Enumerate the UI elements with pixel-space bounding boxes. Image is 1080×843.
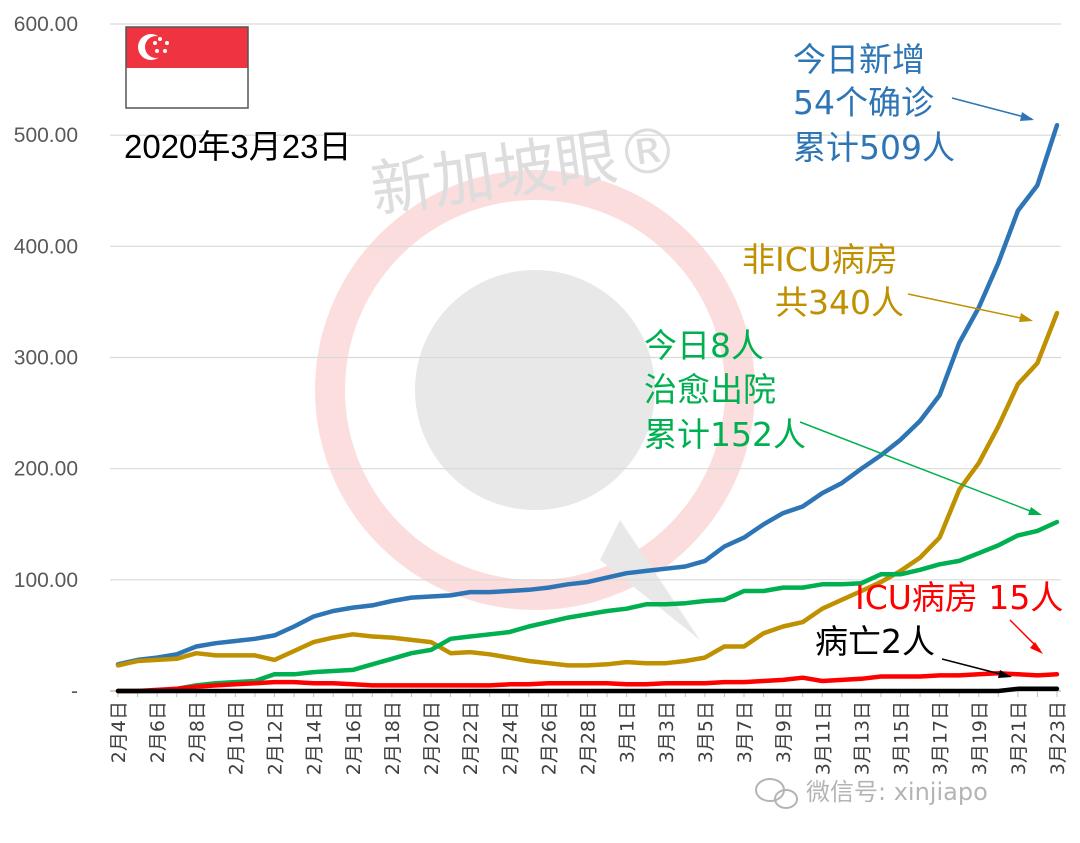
wechat-icon-small (774, 789, 798, 809)
ward-annotation-line2: 共340人 (775, 283, 904, 322)
confirmed-annotation-line3: 累计509人 (793, 128, 955, 167)
x-axis: 2月4日 2月6日 2月8日 2月10日 2月12日 2月14日 2月16日 2月18日 2月2… (108, 690, 1069, 775)
x-tick-label: 3月7日 (734, 701, 756, 763)
x-tick-label: 3月13日 (851, 701, 873, 775)
flag-border (125, 26, 249, 109)
y-tick-label: 100.00 (14, 569, 78, 592)
flag-white-band (126, 68, 248, 108)
x-tick-label: 3月9日 (773, 701, 795, 763)
confirmed-series-line (115, 122, 1060, 667)
x-tick-label: 3月21日 (1008, 701, 1030, 775)
flag-crescent-inner (145, 36, 167, 58)
y-tick-label: 300.00 (14, 347, 78, 370)
discharged-series-line (115, 519, 1060, 694)
x-tick-label: 2月24日 (499, 701, 521, 775)
deaths-series-line (115, 686, 1060, 694)
x-tick-label: 3月23日 (1047, 701, 1069, 775)
x-tick-label: 2月26日 (538, 701, 560, 775)
deaths-arrow (941, 658, 1009, 677)
discharged-annotation-line1: 今日8人 (644, 326, 764, 365)
wechat-watermark: 微信号: xinjiapo (755, 778, 988, 809)
x-tick-label: 3月5日 (695, 701, 717, 763)
x-tick-label: 2月16日 (343, 701, 365, 775)
x-tick-label: 2月6日 (147, 701, 169, 763)
gridlines (110, 23, 1061, 581)
icu-series-line (115, 670, 1060, 694)
y-tick-label: 500.00 (14, 124, 78, 147)
x-tick-label: 3月19日 (969, 701, 991, 775)
x-tick-label: 2月18日 (382, 701, 404, 775)
flag-star (163, 49, 167, 53)
x-tick-label: 2月8日 (186, 701, 208, 763)
ward-arrow (907, 293, 1031, 321)
singapore-flag (125, 26, 249, 109)
y-tick-label: 200.00 (14, 458, 78, 481)
ward-arrowhead (1019, 313, 1033, 322)
x-tick-label: 2月4日 (108, 701, 130, 763)
y-tick-label: - (71, 680, 78, 703)
x-tick-label: 2月20日 (421, 701, 443, 775)
x-tick-label: 3月11日 (812, 701, 834, 775)
x-tick-label: 3月17日 (930, 701, 952, 775)
date-label: 2020年3月23日 (124, 128, 351, 165)
x-tick-label: 3月3日 (656, 701, 678, 763)
x-tick-label: 2月12日 (265, 701, 287, 775)
x-tick-label: 2月28日 (578, 701, 600, 775)
y-tick-label: 400.00 (14, 235, 78, 258)
flag-star (165, 41, 169, 45)
y-axis: - 100.00 200.00 300.00 400.00 500.00 600.00 (14, 13, 78, 703)
flag-star (153, 41, 157, 45)
flag-star (158, 37, 162, 41)
discharged-annotation-line3: 累计152人 (644, 415, 806, 454)
confirmed-annotation-line1: 今日新增 (793, 40, 925, 79)
deaths-arrowhead (998, 670, 1012, 678)
wechat-icon (755, 778, 785, 802)
x-tick-label: 2月22日 (460, 701, 482, 775)
x-tick-label: 3月1日 (617, 701, 639, 763)
x-tick-label: 3月15日 (891, 701, 913, 775)
icu-arrowhead (1030, 642, 1043, 654)
flag-star (155, 49, 159, 53)
icu-annotation: ICU病房 15人 (855, 578, 1063, 617)
discharged-annotation-line2: 治愈出院 (644, 370, 776, 409)
wechat-text: 微信号: xinjiapo (806, 778, 988, 806)
ward-series-line (115, 310, 1060, 668)
y-tick-label: 600.00 (14, 13, 78, 36)
discharged-arrow (799, 421, 1039, 515)
x-tick-label: 2月10日 (225, 701, 247, 775)
x-tick-label: 2月14日 (304, 701, 326, 775)
confirmed-arrow (951, 97, 1033, 120)
confirmed-arrowhead (1020, 112, 1034, 121)
deaths-annotation: 病亡2人 (815, 622, 935, 661)
annotations: 今日新增 54个确诊 累计509人 非ICU病房 共340人 今日8人 治愈出院… (644, 40, 1063, 678)
ward-annotation-line1: 非ICU病房 (742, 240, 898, 279)
series-lines (115, 122, 1060, 694)
discharged-arrowhead (1028, 507, 1042, 515)
confirmed-annotation-line2: 54个确诊 (793, 83, 934, 122)
